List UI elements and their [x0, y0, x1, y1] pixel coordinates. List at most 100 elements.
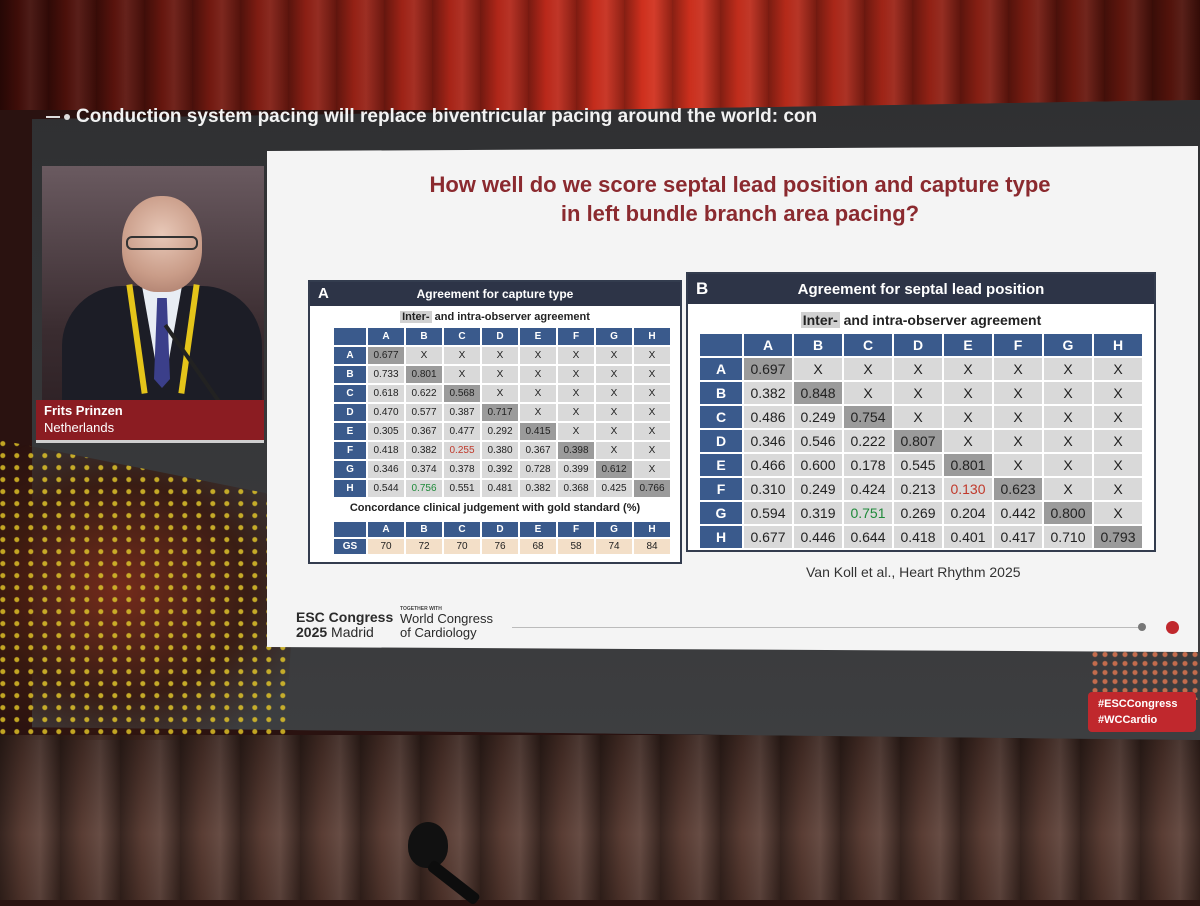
- row-header: B: [334, 366, 366, 383]
- table-cell: 0.623: [994, 478, 1042, 500]
- table-cell: X: [482, 366, 518, 383]
- table-cell: 0.310: [744, 478, 792, 500]
- table-cell: X: [944, 430, 992, 452]
- table-cell: X: [444, 366, 480, 383]
- table-cell: 0.793: [1094, 526, 1142, 548]
- table-cell: 0.751: [844, 502, 892, 524]
- table-cell: X: [444, 347, 480, 364]
- column-header: B: [794, 334, 842, 356]
- panel-a-gs-table: A B C D E F G H GS 70 72 70 76 68 58 74 84: [332, 520, 672, 556]
- column-header: E: [944, 334, 992, 356]
- table-row: E 0.305 0.367 0.477 0.292 0.415 X X X: [334, 423, 670, 440]
- table-cell: X: [944, 358, 992, 380]
- speaker-name: Frits Prinzen: [44, 403, 123, 418]
- panel-b-subtitle: Inter- and intra-observer agreement: [800, 312, 1042, 328]
- table-cell: 0.697: [744, 358, 792, 380]
- table-cell: X: [994, 382, 1042, 404]
- decorative-particles-right: [1090, 650, 1200, 700]
- table-row: H 0.544 0.756 0.551 0.481 0.382 0.368 0.425 0.76…: [334, 480, 670, 497]
- table-cell: 0.374: [406, 461, 442, 478]
- table-cell: X: [994, 358, 1042, 380]
- table-cell: 0.368: [558, 480, 594, 497]
- column-header: B: [406, 328, 442, 345]
- table-cell: X: [894, 382, 942, 404]
- table-cell: X: [1044, 430, 1092, 452]
- table-cell: 0.801: [944, 454, 992, 476]
- table-corner: [700, 334, 742, 356]
- table-row: D 0.470 0.577 0.387 0.717 X X X X: [334, 404, 670, 421]
- table-row: A 0.697 X X X X X X X: [700, 358, 1142, 380]
- table-cell: 0.319: [794, 502, 842, 524]
- table-cell: 0.346: [744, 430, 792, 452]
- table-cell: 0.425: [596, 480, 632, 497]
- gs-cell: 70: [368, 539, 404, 554]
- table-cell: 0.756: [406, 480, 442, 497]
- table-cell: 0.710: [1044, 526, 1092, 548]
- row-header: D: [334, 404, 366, 421]
- table-cell: 0.367: [520, 442, 556, 459]
- table-row: B 0.382 0.848 X X X X X X: [700, 382, 1142, 404]
- table-cell: X: [844, 382, 892, 404]
- table-cell: 0.577: [406, 404, 442, 421]
- panel-b-title: Agreement for septal lead position: [797, 281, 1045, 298]
- table-cell: 0.442: [994, 502, 1042, 524]
- gs-cell: 58: [558, 539, 594, 554]
- table-cell: 0.545: [894, 454, 942, 476]
- table-cell: X: [1044, 382, 1092, 404]
- content-title: How well do we score septal lead positio…: [429, 172, 1051, 226]
- panel-b-table: A B C D E F G H A 0.697 X X X X X X X B 0.382 0.848 X X X X X X C 0…: [698, 332, 1144, 550]
- table-cell: X: [558, 347, 594, 364]
- table-cell: X: [558, 404, 594, 421]
- table-cell: 0.378: [444, 461, 480, 478]
- decorative-particles: [0, 440, 300, 740]
- column-header: A: [368, 328, 404, 345]
- table-cell: X: [520, 404, 556, 421]
- table-cell: 0.546: [794, 430, 842, 452]
- table-row: E 0.466 0.600 0.178 0.545 0.801 X X X: [700, 454, 1142, 476]
- table-cell: 0.213: [894, 478, 942, 500]
- gs-column-header: A: [368, 522, 404, 537]
- table-cell: 0.418: [894, 526, 942, 548]
- table-cell: 0.387: [444, 404, 480, 421]
- row-header: A: [700, 358, 742, 380]
- table-cell: 0.728: [520, 461, 556, 478]
- table-cell: X: [1094, 454, 1142, 476]
- table-cell: X: [634, 442, 670, 459]
- table-row: C 0.618 0.622 0.568 X X X X X: [334, 385, 670, 402]
- table-cell: X: [596, 347, 632, 364]
- table-cell: 0.733: [368, 366, 404, 383]
- row-header: H: [334, 480, 366, 497]
- row-header: E: [700, 454, 742, 476]
- table-cell: 0.618: [368, 385, 404, 402]
- table-cell: X: [894, 406, 942, 428]
- table-cell: 0.382: [406, 442, 442, 459]
- table-cell: X: [994, 406, 1042, 428]
- column-header: C: [444, 328, 480, 345]
- session-title: Conduction system pacing will replace bi…: [46, 106, 1006, 128]
- table-cell: 0.600: [794, 454, 842, 476]
- table-cell: X: [1044, 406, 1092, 428]
- panel-a: A Agreement for capture type Inter- and …: [308, 280, 682, 564]
- table-cell: 0.470: [368, 404, 404, 421]
- table-cell: 0.466: [744, 454, 792, 476]
- table-cell: 0.380: [482, 442, 518, 459]
- column-header: A: [744, 334, 792, 356]
- table-cell: X: [596, 404, 632, 421]
- table-row: F 0.418 0.382 0.255 0.380 0.367 0.398 X X: [334, 442, 670, 459]
- row-header: C: [334, 385, 366, 402]
- row-header: F: [334, 442, 366, 459]
- gs-cell: 70: [444, 539, 480, 554]
- table-cell: X: [844, 358, 892, 380]
- row-header: F: [700, 478, 742, 500]
- row-header: A: [334, 347, 366, 364]
- table-cell: X: [634, 385, 670, 402]
- world-congress-logo: World Congress of Cardiology: [400, 611, 493, 640]
- table-cell: X: [1094, 406, 1142, 428]
- table-cell: 0.677: [744, 526, 792, 548]
- table-corner: [334, 328, 366, 345]
- footer-progress-line: [512, 627, 1140, 628]
- table-cell: 0.622: [406, 385, 442, 402]
- table-cell: X: [894, 358, 942, 380]
- gs-column-header: D: [482, 522, 518, 537]
- panel-a-table: A B C D E F G H A 0.677 X X X X X X X B 0.733 0.801 X X X X X X C 0…: [332, 326, 672, 499]
